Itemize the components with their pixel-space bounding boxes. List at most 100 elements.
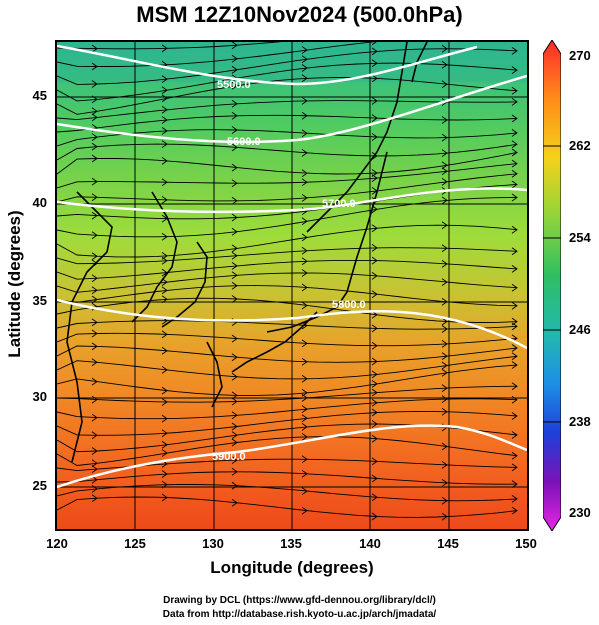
wind-arrowhead bbox=[301, 374, 308, 383]
y-tick-35: 35 bbox=[32, 293, 47, 308]
streamline bbox=[57, 100, 518, 121]
wind-arrowhead bbox=[91, 342, 98, 351]
wind-arrowhead bbox=[511, 344, 518, 352]
wind-arrowhead bbox=[301, 301, 308, 310]
wind-arrowhead bbox=[511, 361, 518, 369]
wind-arrowhead bbox=[161, 232, 168, 241]
wind-arrowhead bbox=[161, 386, 168, 395]
wind-arrowhead bbox=[371, 42, 377, 46]
wind-arrowhead bbox=[161, 140, 168, 148]
wind-arrowhead bbox=[511, 47, 518, 55]
wind-arrowhead bbox=[161, 196, 168, 204]
wind-arrowhead bbox=[231, 143, 238, 152]
wind-arrowhead bbox=[371, 244, 378, 252]
wind-arrowhead bbox=[301, 129, 308, 138]
wind-arrowhead bbox=[91, 395, 98, 404]
streamline bbox=[57, 163, 518, 189]
wind-arrowhead bbox=[161, 429, 168, 438]
streamline bbox=[57, 398, 518, 420]
map-title: MSM 12Z10Nov2024 (500.0hPa) bbox=[136, 2, 463, 27]
wind-arrowhead bbox=[441, 167, 448, 176]
credit-drawing: Drawing by DCL (https://www.gfd-dennou.o… bbox=[163, 595, 436, 606]
wind-arrowhead bbox=[301, 283, 308, 292]
colorbar-label-270: 270 bbox=[569, 48, 591, 63]
wind-arrowhead bbox=[441, 361, 448, 370]
colorbar bbox=[543, 40, 561, 531]
streamline bbox=[57, 76, 518, 115]
streamline bbox=[57, 143, 518, 161]
wind-arrowhead bbox=[441, 442, 448, 451]
wind-arrowhead bbox=[301, 405, 308, 413]
y-tick-45: 45 bbox=[32, 88, 47, 103]
contour-label-5500: 5500.0 bbox=[217, 79, 251, 91]
y-tick-30: 30 bbox=[32, 389, 47, 404]
wind-arrowhead bbox=[231, 213, 238, 222]
wind-arrowhead bbox=[91, 494, 98, 503]
wind-arrowhead bbox=[301, 194, 308, 202]
wind-arrowhead bbox=[371, 152, 378, 160]
wind-arrowhead bbox=[511, 140, 518, 149]
wind-arrowhead bbox=[511, 225, 518, 234]
wind-arrowhead bbox=[301, 455, 308, 464]
wind-arrowhead bbox=[371, 512, 378, 521]
streamline bbox=[57, 247, 518, 265]
wind-arrowhead bbox=[161, 178, 168, 187]
wind-arrowhead bbox=[231, 81, 238, 90]
wind-arrowhead bbox=[231, 42, 238, 50]
wind-arrowhead bbox=[161, 330, 168, 339]
wind-arrowhead bbox=[441, 116, 448, 124]
streamline bbox=[57, 42, 282, 50]
wind-arrowhead bbox=[511, 480, 518, 488]
wind-arrowhead bbox=[441, 221, 448, 230]
streamline bbox=[57, 436, 518, 466]
wind-arrowhead bbox=[511, 301, 518, 310]
wind-arrowhead bbox=[371, 324, 378, 333]
wind-arrowhead bbox=[371, 224, 378, 233]
wind-arrowhead bbox=[441, 260, 448, 268]
wind-arrowhead bbox=[371, 493, 378, 502]
y-axis-label: Latitude (degrees) bbox=[5, 210, 24, 358]
wind-arrowhead bbox=[371, 357, 378, 366]
wind-arrowhead bbox=[231, 334, 238, 343]
wind-arrowhead bbox=[91, 318, 98, 327]
wind-arrowhead bbox=[511, 86, 518, 95]
wind-arrowhead bbox=[371, 97, 378, 105]
colorbar-label-262: 262 bbox=[569, 138, 591, 153]
wind-arrowhead bbox=[441, 244, 448, 253]
wind-arrowhead bbox=[511, 129, 518, 137]
wind-arrowhead bbox=[441, 177, 448, 186]
wind-arrowhead bbox=[441, 352, 448, 360]
wind-arrowhead bbox=[301, 246, 308, 255]
wind-arrowhead bbox=[511, 352, 518, 361]
wind-arrowhead bbox=[301, 269, 308, 277]
wind-arrowhead bbox=[301, 178, 308, 187]
wind-arrowhead bbox=[301, 169, 308, 178]
wind-arrowhead bbox=[91, 44, 98, 53]
wind-arrowhead bbox=[371, 47, 378, 56]
wind-arrowhead bbox=[511, 382, 518, 391]
wind-arrowhead bbox=[301, 394, 308, 402]
map-plot-area: 5500.0 5600.0 5700.0 5800.0 5900.0 bbox=[55, 40, 529, 531]
streamline bbox=[57, 173, 518, 203]
wind-arrowhead bbox=[91, 211, 98, 220]
streamline bbox=[57, 297, 518, 323]
wind-arrowhead bbox=[441, 395, 448, 403]
wind-arrowhead bbox=[371, 205, 378, 214]
wind-arrowhead bbox=[231, 456, 238, 464]
wind-arrowhead bbox=[301, 46, 308, 54]
wind-arrowhead bbox=[301, 487, 308, 495]
height-contours bbox=[57, 44, 527, 489]
wind-arrowhead bbox=[301, 469, 308, 478]
wind-arrowhead bbox=[371, 114, 378, 122]
wind-arrowhead bbox=[91, 329, 98, 338]
wind-arrowhead bbox=[231, 411, 238, 420]
wind-arrowhead bbox=[301, 257, 308, 266]
wind-arrowhead bbox=[231, 251, 238, 260]
wind-arrowhead bbox=[441, 161, 448, 170]
wind-arrowhead bbox=[91, 154, 98, 163]
wind-arrowhead bbox=[441, 325, 448, 333]
wind-arrowhead bbox=[441, 133, 448, 142]
wind-arrowhead bbox=[511, 412, 518, 420]
wind-arrowhead bbox=[231, 262, 238, 270]
wind-arrowhead bbox=[231, 498, 238, 507]
